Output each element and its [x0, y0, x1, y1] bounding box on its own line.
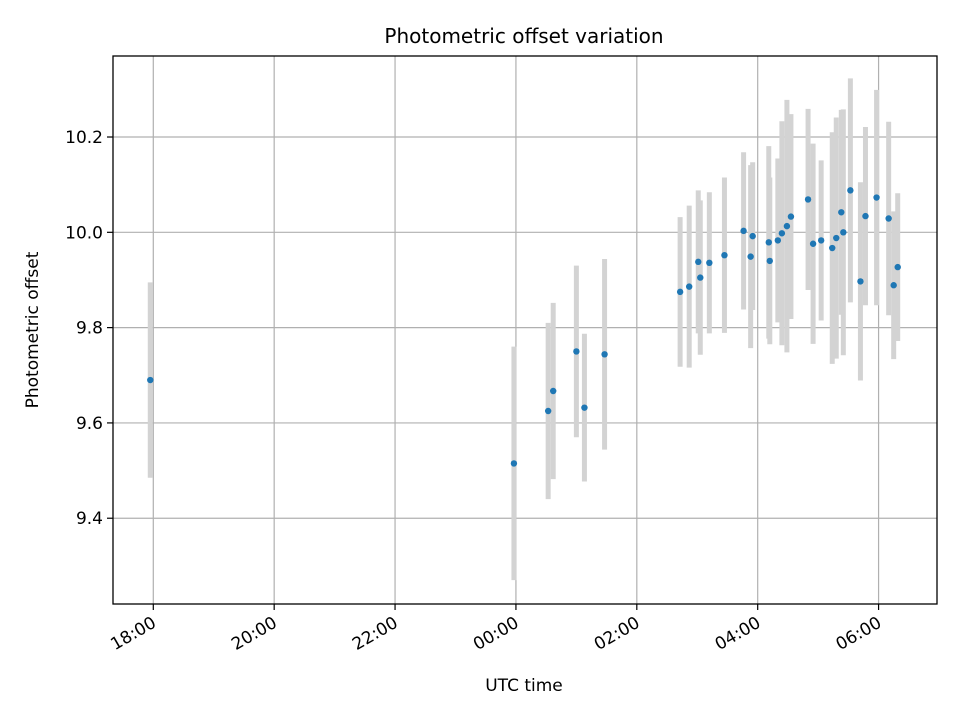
data-point: [829, 244, 836, 252]
data-layer: [147, 78, 901, 581]
data-point: [890, 282, 897, 289]
data-point: [740, 227, 747, 235]
data-point: [809, 240, 817, 247]
data-point: [778, 230, 786, 237]
data-point: [747, 253, 754, 260]
data-point: [857, 278, 864, 285]
data-point: [833, 234, 840, 242]
data-point: [573, 348, 580, 355]
data-point: [766, 257, 773, 265]
x-axis-title: UTC time: [485, 676, 563, 696]
data-point: [706, 259, 713, 267]
data-point: [765, 239, 772, 246]
data-point: [581, 404, 588, 411]
data-point: [544, 407, 552, 415]
data-point: [847, 187, 854, 194]
data-point: [685, 283, 693, 290]
data-point: [862, 212, 869, 220]
x-tick-label: 18:00: [107, 613, 159, 655]
data-point: [787, 213, 795, 220]
data-point: [774, 237, 782, 244]
data-point: [885, 215, 892, 222]
y-tick-label: 10.0: [65, 223, 103, 243]
x-tick-label: 20:00: [228, 613, 280, 655]
data-point: [840, 229, 847, 236]
data-point: [695, 258, 702, 266]
data-point: [817, 237, 825, 244]
x-tick-label: 04:00: [712, 613, 764, 655]
x-tick-label: 02:00: [591, 613, 643, 655]
plot-frame: [112, 55, 938, 605]
data-point: [894, 263, 901, 271]
data-point: [697, 274, 704, 281]
y-tick-label: 10.2: [65, 128, 103, 148]
chart-title: Photometric offset variation: [384, 24, 663, 48]
x-tick-label: 22:00: [349, 613, 401, 655]
data-point: [550, 387, 557, 395]
data-point: [721, 251, 728, 259]
data-point: [783, 222, 791, 230]
x-tick-label: 06:00: [833, 613, 885, 655]
y-tick-label: 9.6: [76, 414, 103, 434]
data-point: [873, 194, 880, 201]
y-tick-label: 9.4: [76, 509, 103, 529]
x-tick-label: 00:00: [470, 613, 522, 655]
y-axis-title: Photometric offset: [23, 251, 43, 408]
data-point: [676, 288, 684, 296]
grid-lines: [113, 56, 937, 604]
data-point: [601, 351, 608, 358]
y-tick-label: 9.8: [76, 319, 103, 339]
data-point: [838, 209, 845, 216]
data-point: [804, 196, 812, 203]
data-point: [510, 460, 518, 467]
data-point: [147, 376, 154, 384]
data-point: [749, 232, 756, 240]
